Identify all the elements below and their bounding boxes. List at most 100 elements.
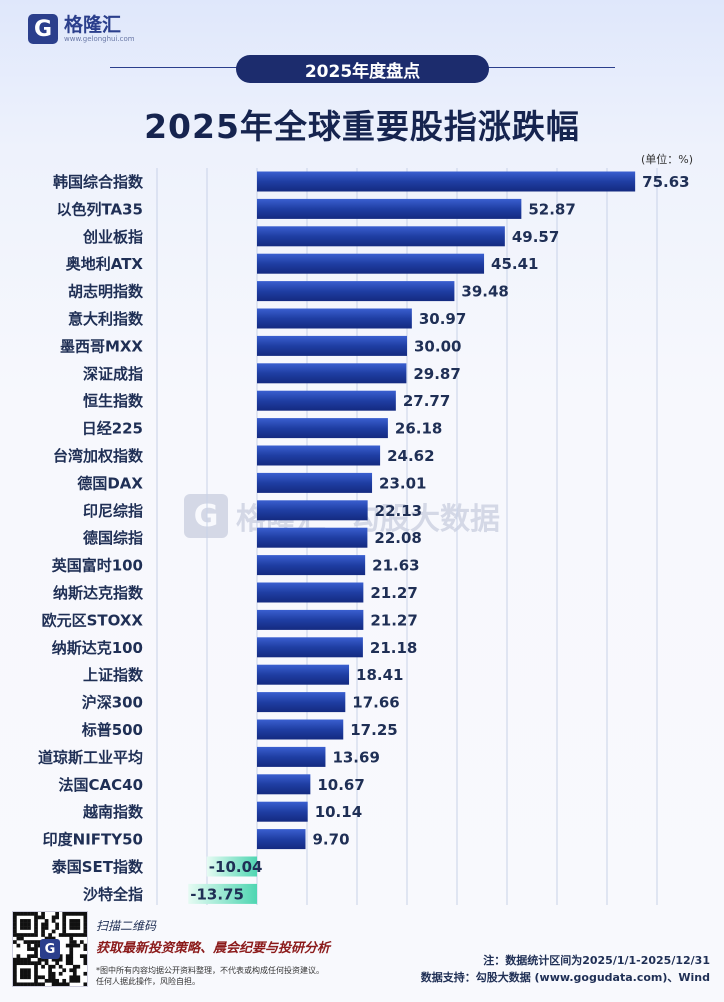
value-label: 75.63 <box>642 173 689 191</box>
category-label: 台湾加权指数 <box>53 447 144 465</box>
value-label: 18.41 <box>356 666 403 684</box>
category-label: 欧元区STOXX <box>42 611 144 629</box>
value-label: 10.14 <box>315 803 362 821</box>
brand-logo: G 格隆汇 www.gelonghui.com <box>28 14 135 44</box>
bar <box>257 308 412 329</box>
category-label: 越南指数 <box>82 803 144 821</box>
bar <box>257 198 522 219</box>
value-label: 13.69 <box>332 748 379 766</box>
value-label: 21.27 <box>370 611 417 629</box>
bar <box>257 746 326 767</box>
value-label: 45.41 <box>491 255 538 273</box>
watermark-logo-icon: G <box>184 494 228 538</box>
value-label: 29.87 <box>413 365 460 383</box>
value-label: 39.48 <box>461 283 508 301</box>
bar <box>257 363 407 384</box>
value-label: 30.97 <box>419 310 466 328</box>
category-label: 日经225 <box>82 420 143 438</box>
bar <box>257 226 505 247</box>
qr-pattern <box>13 912 87 986</box>
data-source: 数据支持：勾股大数据 (www.gogudata.com)、Wind <box>420 971 710 984</box>
value-label: 30.00 <box>414 337 461 355</box>
value-label: 17.25 <box>350 721 397 739</box>
category-label: 沙特全指 <box>83 885 143 903</box>
bar <box>257 774 311 795</box>
chart-title: 2025年全球重要股指涨跌幅 <box>144 107 580 146</box>
bar <box>257 390 396 411</box>
bar <box>257 335 407 356</box>
bar <box>257 500 368 521</box>
category-label: 法国CAC40 <box>59 776 144 794</box>
category-label: 上证指数 <box>83 666 144 684</box>
promo-text: 获取最新投资策略、晨会纪要与投研分析 <box>96 941 331 956</box>
value-label: 10.67 <box>317 776 364 794</box>
brand-name: 格隆汇 <box>64 14 122 36</box>
value-label: -13.75 <box>190 885 244 903</box>
brand-logo-icon: G <box>28 14 58 44</box>
bar <box>257 829 306 850</box>
bar <box>206 856 257 877</box>
category-label: 韩国综合指数 <box>53 173 144 191</box>
category-label: 泰国SET指数 <box>51 858 144 876</box>
date-range-note: 注：数据统计区间为2025/1/1-2025/12/31 <box>483 954 710 967</box>
bar <box>188 883 257 904</box>
bar <box>257 445 381 466</box>
bar <box>257 582 364 603</box>
value-label: 21.18 <box>370 639 417 657</box>
value-label: 17.66 <box>352 694 399 712</box>
bar-chart: (单位：%) 韩国综合指数 75.63 以色列TA35 52.87 创业板指 49.57 奥… <box>38 152 693 905</box>
footer: G 扫描二维码 获取最新投资策略、晨会纪要与投研分析 *图中所有内容均据公开资料… <box>0 905 724 1002</box>
value-label: 21.27 <box>370 584 417 602</box>
value-label: 22.13 <box>375 502 422 520</box>
bar <box>257 418 388 439</box>
category-label: 道琼斯工业平均 <box>38 748 143 766</box>
value-label: 26.18 <box>395 420 442 438</box>
disclaimer: *图中所有内容均据公开资料整理，不代表或构成任何投资建议。 任何人据此操作，风险… <box>96 965 336 987</box>
value-label: 9.70 <box>313 831 350 849</box>
bar <box>257 555 366 576</box>
qr-code[interactable]: G <box>12 911 88 987</box>
bar <box>257 472 373 493</box>
disclaimer-line-1: *图中所有内容均据公开资料整理，不代表或构成任何投资建议。 <box>96 966 324 975</box>
bar <box>257 719 344 740</box>
bar <box>257 664 350 685</box>
value-label: -10.04 <box>209 858 263 876</box>
category-label: 意大利指数 <box>68 310 144 328</box>
category-label: 纳斯达克100 <box>52 639 143 657</box>
category-label: 德国DAX <box>77 474 143 492</box>
bar <box>257 281 455 302</box>
brand-url: www.gelonghui.com <box>64 35 135 43</box>
value-label: 23.01 <box>379 474 426 492</box>
bar <box>257 609 364 630</box>
category-label: 创业板指 <box>82 228 143 246</box>
category-label: 标普500 <box>81 721 143 739</box>
category-label: 胡志明指数 <box>68 283 144 301</box>
category-label: 奥地利ATX <box>66 255 144 273</box>
bar <box>257 253 485 274</box>
category-label: 以色列TA35 <box>56 200 143 218</box>
value-label: 27.77 <box>403 392 450 410</box>
bar <box>257 637 363 658</box>
watermark-sub: 勾股大数据 <box>350 502 500 537</box>
value-label: 49.57 <box>512 228 559 246</box>
category-label: 英国富时100 <box>52 557 143 575</box>
value-label: 24.62 <box>387 447 434 465</box>
category-label: 德国综指 <box>83 529 143 547</box>
scan-hint: 扫描二维码 <box>96 919 157 933</box>
year-review-badge: 2025年度盘点 <box>236 55 489 83</box>
bar <box>257 527 368 548</box>
category-label: 沪深300 <box>82 694 143 712</box>
unit-label: (单位：%) <box>641 152 693 166</box>
value-label: 52.87 <box>528 200 575 218</box>
qr-logo-icon: G <box>40 939 60 959</box>
category-label: 印尼综指 <box>83 502 143 520</box>
category-label: 深证成指 <box>83 365 143 383</box>
bar <box>257 171 636 192</box>
value-label: 22.08 <box>374 529 421 547</box>
bar <box>257 692 346 713</box>
category-label: 墨西哥MXX <box>60 337 143 355</box>
value-label: 21.63 <box>372 557 419 575</box>
category-label: 印度NIFTY50 <box>43 831 143 849</box>
disclaimer-line-2: 任何人据此操作，风险自担。 <box>96 977 200 986</box>
category-label: 纳斯达克指数 <box>53 584 144 602</box>
